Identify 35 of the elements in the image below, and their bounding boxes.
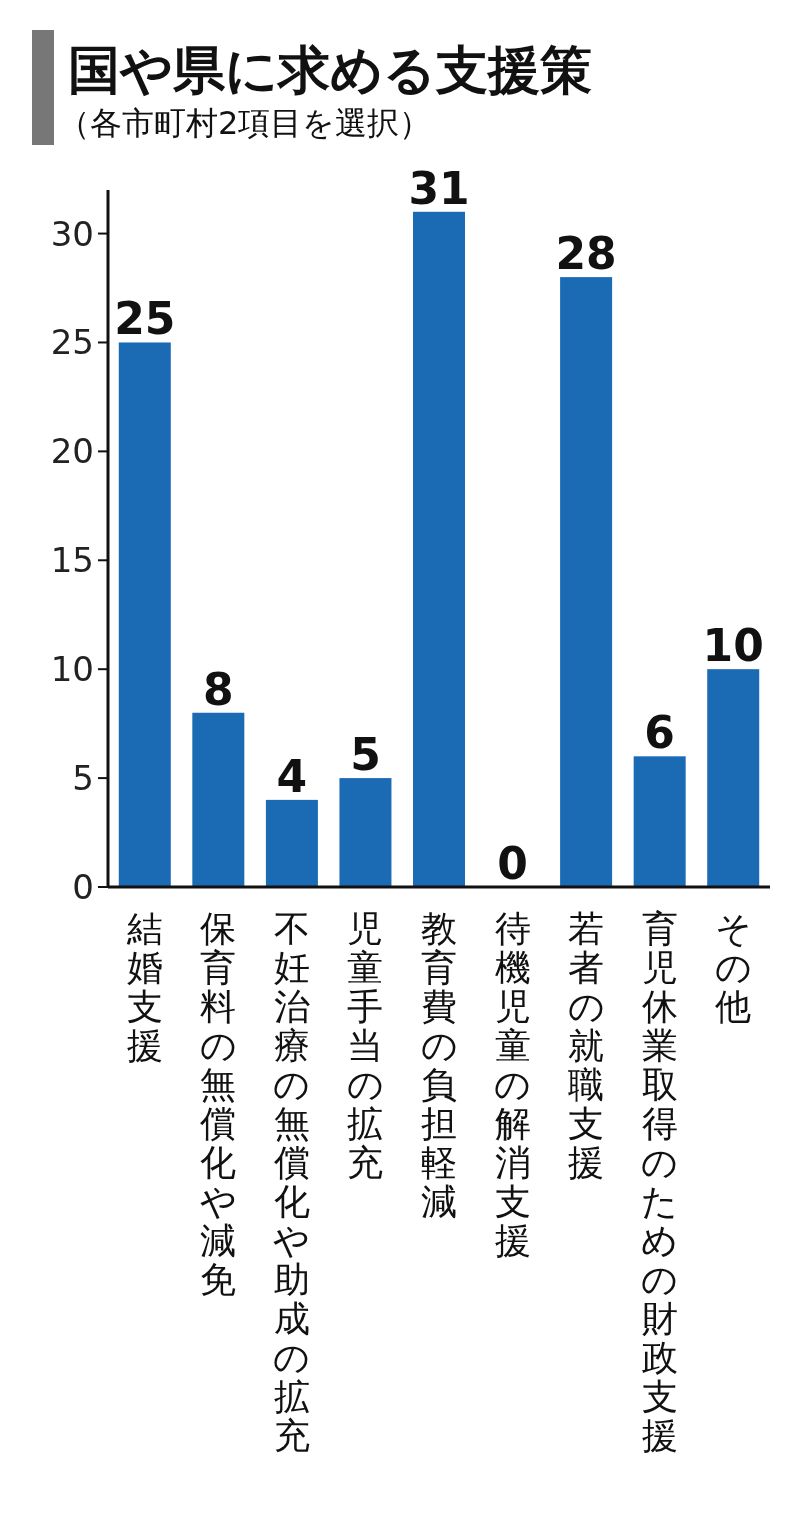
y-tick-label: 10	[50, 649, 94, 690]
y-tick-label: 20	[50, 431, 94, 472]
x-tick-label: 児童手当の拡充	[346, 908, 384, 1183]
data-label: 10	[702, 620, 764, 672]
data-label: 28	[555, 228, 617, 280]
category-label: 保育料の無償化や減免	[199, 908, 237, 1300]
x-tick-label: 教育費の負担軽減	[420, 908, 458, 1222]
y-tick-label: 30	[50, 213, 94, 254]
chart-title: 国や県に求める支援策	[68, 40, 592, 100]
bar	[560, 277, 613, 887]
x-tick-label: その他	[714, 908, 752, 1027]
data-label: 8	[203, 663, 234, 715]
category-label: 不妊治療の無償化や助成の拡充	[273, 908, 311, 1456]
bar	[633, 756, 686, 887]
bar	[339, 778, 392, 887]
data-label: 25	[114, 293, 176, 345]
bar	[413, 211, 465, 887]
category-label: 育児休業取得のための財政支援	[641, 908, 679, 1456]
data-label: 31	[408, 162, 470, 214]
data-label: 4	[276, 750, 308, 802]
bar	[707, 669, 760, 887]
data-label: 6	[644, 707, 675, 759]
y-tick-label: 15	[50, 540, 94, 581]
x-tick-label: 若者の就職支援	[567, 908, 605, 1183]
category-label: 待機児童の解消支援	[494, 908, 532, 1261]
bar	[192, 712, 245, 887]
bar	[118, 342, 171, 887]
bar	[265, 799, 318, 887]
x-tick-label: 結婚支援	[125, 908, 163, 1066]
y-tick-label: 5	[72, 758, 94, 799]
chart-subtitle: （各市町村2項目を選択）	[58, 104, 432, 142]
y-tick-label: 0	[72, 867, 94, 907]
data-label: 0	[497, 838, 528, 889]
data-label: 5	[350, 729, 381, 781]
y-tick-label: 25	[50, 322, 94, 363]
